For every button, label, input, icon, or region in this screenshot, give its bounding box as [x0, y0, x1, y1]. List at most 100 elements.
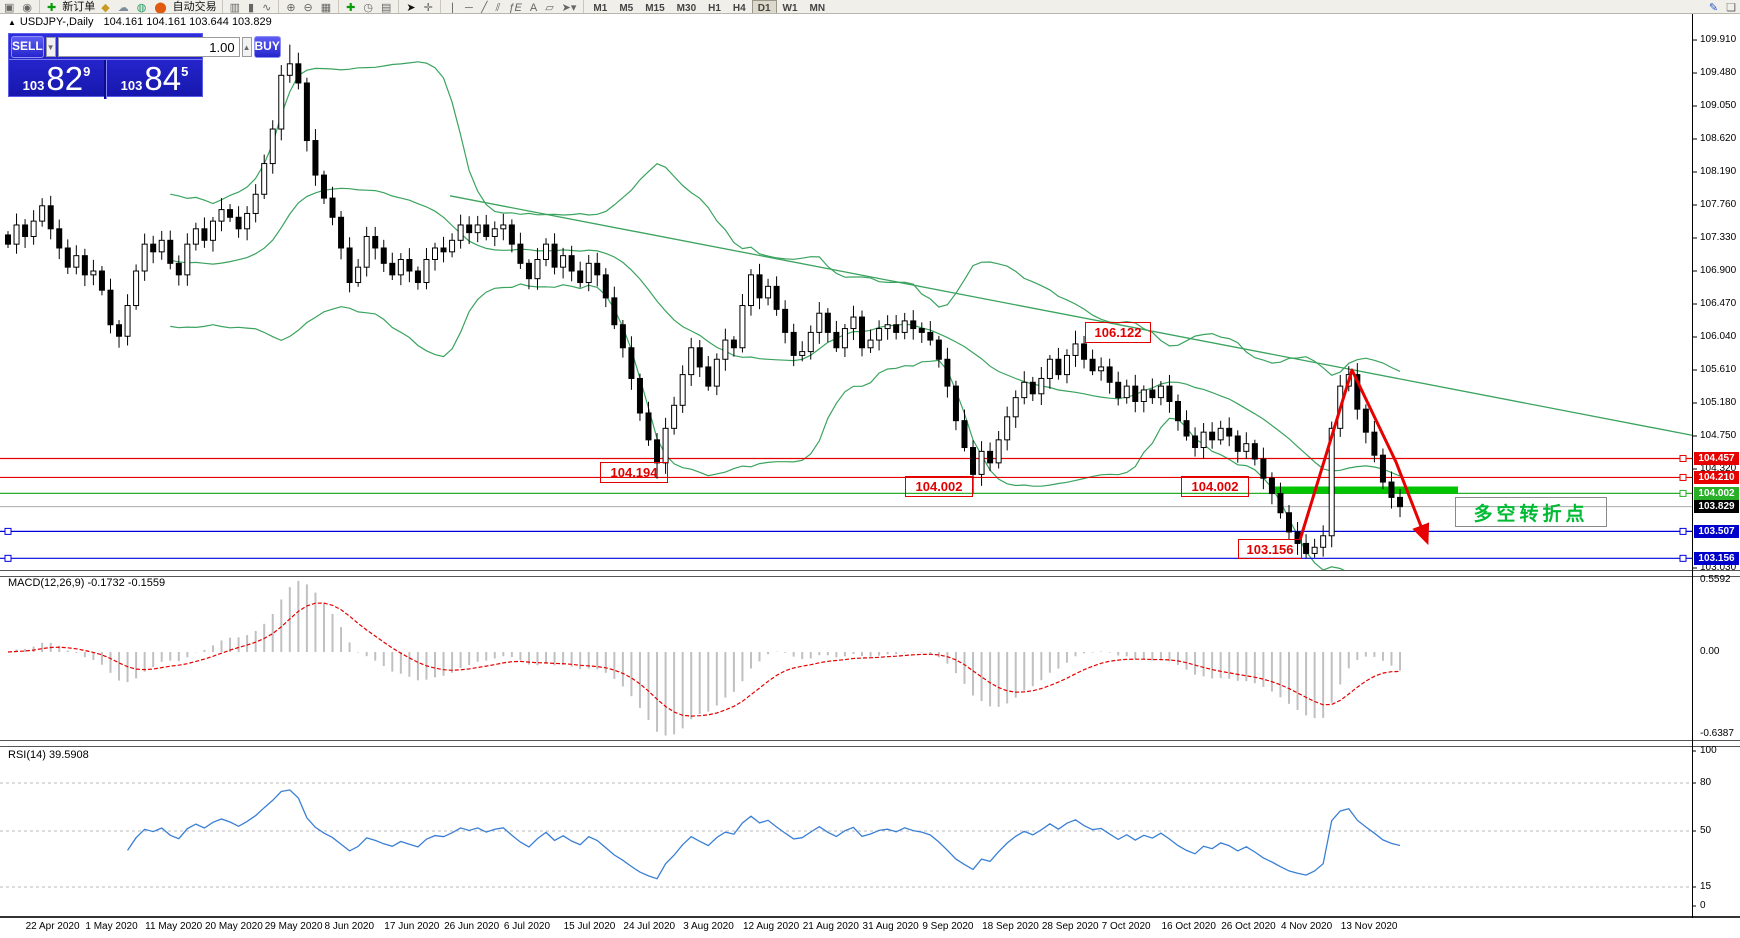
macd-scale-label: 0.5592 — [1700, 574, 1731, 585]
zoom-in-icon[interactable]: ⊕ — [286, 2, 296, 14]
date-label: 8 Jun 2020 — [324, 921, 375, 932]
fibonacci-icon[interactable]: ƒE — [508, 2, 522, 14]
timeframe-h1[interactable]: H1 — [708, 3, 721, 14]
date-label: 7 Oct 2020 — [1101, 921, 1151, 932]
rsi-label: RSI(14) 39.5908 — [8, 749, 89, 761]
sell-price-pip: 9 — [83, 64, 91, 79]
chart-properties-icon[interactable]: ▤ — [380, 2, 392, 14]
line-handle[interactable] — [1679, 454, 1687, 462]
period-icon[interactable]: ◷ — [363, 2, 373, 14]
symbol-period-label: USDJPY-,Daily — [19, 16, 94, 28]
timeframe-bar: M1 M5 M15 M30 H1 H4 D1 W1 MN — [587, 0, 831, 14]
macd-label: MACD(12,26,9) -0.1732 -0.1559 — [8, 577, 166, 589]
date-label: 6 Jul 2020 — [503, 921, 551, 932]
line-handle[interactable] — [1679, 554, 1687, 562]
bollinger-band — [170, 61, 1401, 376]
macd-panel-separator[interactable] — [0, 570, 1740, 577]
timeframe-h4[interactable]: H4 — [732, 3, 746, 14]
autotrade-icon[interactable]: ⬤ — [154, 2, 167, 14]
horizontal-line-icon[interactable]: ─ — [465, 2, 473, 14]
sell-button[interactable]: SELL — [11, 36, 44, 58]
price-annotation[interactable]: 103.156 — [1238, 539, 1302, 559]
bar-chart-icon[interactable]: ▥ — [229, 2, 241, 14]
price-badge: 104.210 — [1694, 470, 1739, 484]
bollinger-band — [170, 187, 1401, 477]
price-annotation[interactable]: 104.002 — [905, 476, 973, 497]
volume-down-stepper[interactable]: ▼ — [45, 37, 56, 57]
line-handle[interactable] — [4, 554, 12, 562]
price-badge: 104.457 — [1694, 451, 1739, 465]
price-annotation[interactable]: 104.194 — [600, 462, 668, 483]
timeframe-w1[interactable]: W1 — [782, 3, 798, 14]
shapes-icon[interactable]: ▱ — [545, 2, 554, 14]
price-badge: 104.002 — [1694, 486, 1739, 500]
auto-trading-label[interactable]: 自动交易 — [172, 1, 217, 13]
timeframe-mn[interactable]: MN — [809, 3, 826, 14]
one-click-panel-toggle[interactable]: ▲ — [8, 18, 16, 27]
line-handle[interactable] — [1679, 473, 1687, 481]
rsi-panel-separator[interactable] — [0, 740, 1740, 747]
timeframe-d1[interactable]: D1 — [751, 0, 777, 13]
buy-price-main: 84 — [144, 60, 182, 97]
date-label: 21 Aug 2020 — [802, 921, 859, 932]
rsi-scale-label: 15 — [1700, 881, 1712, 892]
line-handle[interactable] — [4, 527, 12, 535]
date-label: 20 May 2020 — [204, 921, 263, 932]
timeframe-m5[interactable]: M5 — [619, 3, 634, 14]
price-badge: 103.829 — [1694, 500, 1739, 514]
cloud-icon[interactable]: ☁ — [117, 2, 129, 14]
pivot-point-label[interactable]: 多空转折点 — [1455, 497, 1607, 527]
date-label: 11 May 2020 — [145, 921, 203, 932]
price-axis-tick: 104.750 — [1700, 430, 1737, 441]
volume-up-stepper[interactable]: ▲ — [241, 37, 252, 57]
chart-window-icon[interactable]: ▣ — [4, 2, 15, 14]
new-order-label[interactable]: 新订单 — [62, 1, 96, 13]
date-label: 16 Oct 2020 — [1161, 921, 1216, 932]
search-icon[interactable]: ◉ — [22, 2, 33, 14]
vertical-line-icon[interactable]: ❘ — [447, 2, 458, 14]
date-axis-border — [0, 916, 1740, 918]
date-label: 4 Nov 2020 — [1281, 921, 1333, 932]
new-order-icon[interactable]: ✚ — [47, 2, 57, 14]
reversal-arrow[interactable] — [1298, 368, 1430, 546]
trendline-icon[interactable]: ╱ — [480, 2, 488, 14]
price-annotation[interactable]: 106.122 — [1085, 322, 1151, 343]
buy-price-display[interactable]: 103 84 5 — [107, 60, 202, 99]
edit-icon[interactable]: ✎ — [1708, 2, 1719, 14]
price-axis-tick: 107.330 — [1700, 232, 1737, 243]
buy-button[interactable]: BUY — [253, 36, 281, 58]
timeframe-m1[interactable]: M1 — [593, 3, 608, 14]
descending-trendline[interactable] — [449, 195, 1692, 436]
tile-windows-icon[interactable]: ▦ — [320, 2, 332, 14]
zoom-out-icon[interactable]: ⊖ — [303, 2, 313, 14]
cursor-icon[interactable]: ➤ — [406, 2, 416, 14]
history-icon[interactable]: ◆ — [101, 2, 110, 14]
chat-icon[interactable]: ❏ — [1726, 2, 1736, 14]
text-icon[interactable]: A — [529, 2, 538, 14]
price-axis-tick: 109.050 — [1700, 100, 1737, 111]
date-label: 17 Jun 2020 — [384, 921, 440, 932]
timeframe-m30[interactable]: M30 — [676, 3, 697, 14]
toolbar: ▣ ◉ ✚ 新订单 ◆ ☁ ◍ ⬤ 自动交易 ▥ ▮ ∿ ⊕ ⊖ ▦ ✚ ◷ ▤… — [0, 0, 1740, 14]
date-label: 12 Aug 2020 — [742, 921, 800, 932]
crosshair-icon[interactable]: ✛ — [423, 2, 433, 14]
date-label: 29 May 2020 — [264, 921, 323, 932]
price-axis-tick: 108.620 — [1700, 133, 1737, 144]
arrow-tool-icon[interactable]: ➤▾ — [561, 2, 577, 14]
timeframe-m15[interactable]: M15 — [645, 3, 665, 14]
candle-chart-icon[interactable]: ▮ — [248, 2, 255, 14]
line-chart-icon[interactable]: ∿ — [262, 2, 272, 14]
one-click-trade-panel: SELL ▼ ▲ BUY 103 82 9 103 84 5 — [8, 33, 281, 99]
sell-price-display[interactable]: 103 82 9 — [9, 60, 104, 99]
line-handle[interactable] — [1679, 489, 1687, 497]
sell-price-figure: 103 — [22, 78, 45, 93]
price-annotation[interactable]: 104.002 — [1181, 476, 1249, 497]
rsi-scale-label: 50 — [1700, 825, 1712, 836]
line-handle[interactable] — [1679, 527, 1687, 535]
add-indicator-icon[interactable]: ✚ — [346, 2, 356, 14]
volume-input[interactable] — [57, 37, 240, 57]
globe-icon[interactable]: ◍ — [136, 2, 147, 14]
channel-icon[interactable]: ⫽ — [495, 2, 501, 14]
macd-scale-label: -0.6387 — [1700, 728, 1734, 739]
